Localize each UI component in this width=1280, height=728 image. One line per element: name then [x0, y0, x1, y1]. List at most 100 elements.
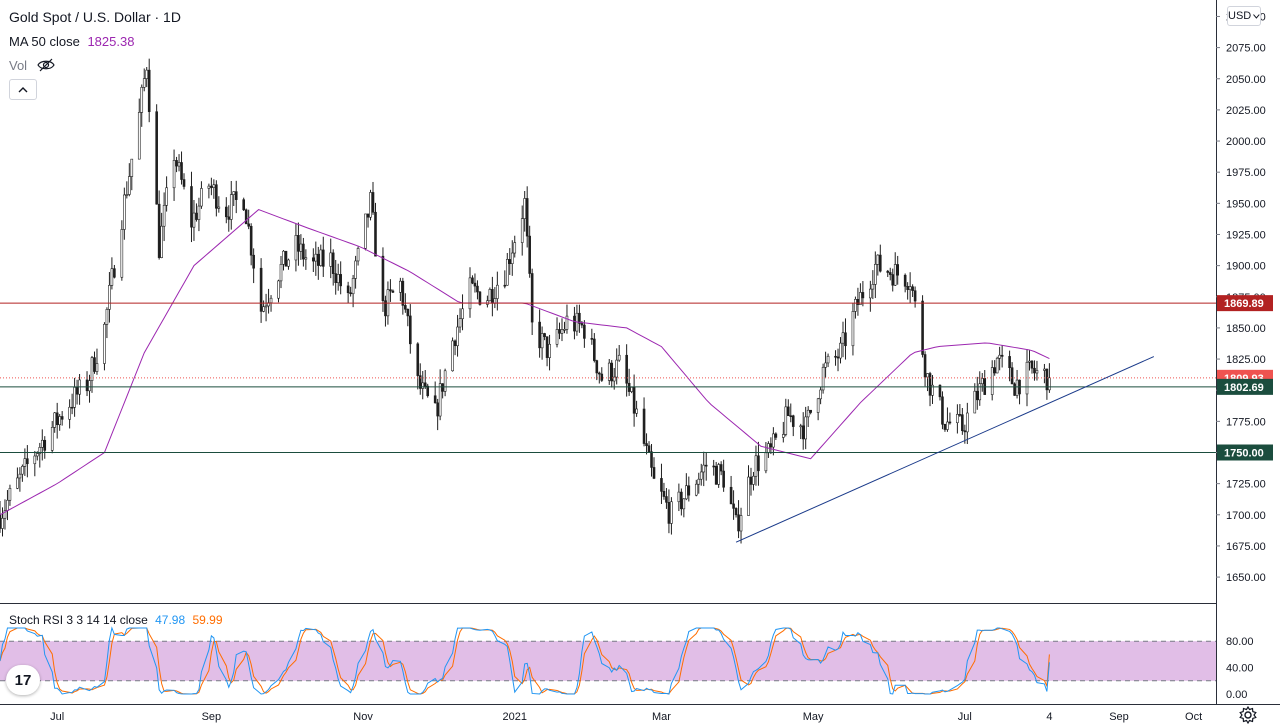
volume-legend[interactable]: Vol	[9, 58, 55, 73]
candle-body	[73, 387, 76, 408]
price-tick-label: 1700.00	[1226, 510, 1266, 522]
currency-select[interactable]: USD	[1227, 6, 1261, 26]
candle-body	[33, 455, 37, 465]
symbol-title[interactable]: Gold Spot / U.S. Dollar · 1D	[9, 9, 181, 25]
price-tick-label: 1825.00	[1226, 354, 1266, 366]
candle-body	[652, 467, 656, 479]
candle-body	[282, 250, 285, 265]
candle-body	[165, 187, 168, 206]
candle-body	[93, 357, 96, 372]
candle-body	[418, 375, 422, 389]
candle-body	[627, 382, 631, 392]
candle-body	[722, 470, 725, 488]
candle-body	[436, 402, 439, 417]
candle-body	[433, 395, 437, 404]
stoch-k-line	[0, 626, 1050, 695]
price-level-tag	[1217, 444, 1273, 461]
stoch-k-value: 47.98	[155, 613, 186, 627]
candle-body	[351, 278, 355, 295]
candle-body	[128, 176, 131, 195]
candle-body	[26, 458, 29, 465]
collapse-legend-button[interactable]	[9, 79, 37, 100]
candle-body	[160, 225, 163, 258]
candle-body	[528, 235, 531, 274]
candle-body	[578, 312, 581, 324]
candle-body	[687, 485, 691, 496]
candle-body	[737, 514, 740, 532]
candle-body	[540, 333, 544, 349]
candle-body	[948, 421, 952, 424]
candle-body	[488, 289, 492, 302]
candle-body	[961, 414, 964, 432]
price-level-label: 1750.00	[1224, 448, 1264, 460]
candle-body	[334, 273, 338, 284]
gear-icon[interactable]	[1238, 705, 1258, 725]
chevron-down-icon	[1253, 13, 1260, 19]
candle-body	[1033, 367, 1036, 374]
candle-body	[819, 389, 822, 400]
candle-body	[757, 455, 760, 472]
candle-body	[926, 373, 929, 378]
candle-body	[600, 373, 604, 381]
ma-value: 1825.38	[87, 34, 135, 49]
candle-body	[299, 243, 303, 252]
candle-body	[157, 203, 161, 258]
candle-body	[473, 282, 477, 287]
candle-body	[941, 396, 944, 425]
candle-body	[513, 242, 517, 254]
tradingview-logo-icon[interactable]: 17	[6, 665, 40, 695]
candle-body	[704, 464, 708, 467]
candle-body	[1010, 367, 1014, 385]
candle-body	[642, 408, 646, 444]
candle-body	[505, 259, 509, 286]
candle-body	[956, 414, 959, 424]
ma-legend[interactable]: MA 50 close 1825.38	[9, 34, 134, 49]
time-tick-label: Jul	[958, 711, 972, 723]
eye-off-icon[interactable]	[37, 58, 55, 72]
candle-body	[162, 204, 166, 227]
candle-body	[458, 318, 462, 328]
candle-body	[90, 357, 94, 381]
candle-body	[207, 185, 211, 189]
candle-body	[580, 323, 584, 326]
candle-body	[784, 406, 788, 435]
candle-body	[316, 253, 320, 266]
candle-body	[714, 465, 718, 485]
candle-body	[177, 162, 181, 167]
candle-body	[182, 179, 186, 187]
candle-body	[426, 385, 430, 397]
candle-body	[443, 370, 447, 392]
candle-body	[876, 254, 880, 265]
candle-body	[590, 338, 594, 340]
candle-body	[319, 249, 323, 266]
candle-body	[140, 87, 144, 113]
ma-label: MA 50 close	[9, 34, 80, 49]
candle-body	[520, 218, 524, 243]
candle-body	[702, 464, 706, 473]
candle-body	[252, 254, 255, 269]
candle-body	[476, 285, 479, 293]
candle-body	[38, 447, 42, 454]
candle-body	[978, 383, 982, 401]
candle-body	[461, 308, 464, 320]
candle-body	[70, 406, 74, 409]
candle-body	[349, 292, 352, 295]
candle-body	[670, 501, 673, 524]
candle-body	[0, 514, 2, 529]
candle-body	[665, 496, 668, 503]
candle-body	[401, 280, 405, 306]
candle-body	[406, 308, 410, 317]
candle-body	[712, 465, 715, 468]
stoch-rsi-legend[interactable]: Stoch RSI 3 3 14 14 close 47.98 59.99	[9, 613, 223, 627]
candle-body	[697, 478, 701, 485]
time-tick-label: Nov	[353, 711, 373, 723]
price-tick-label: 1950.00	[1226, 198, 1266, 210]
candle-body	[264, 305, 268, 308]
candle-body	[88, 380, 91, 392]
candle-body	[244, 209, 248, 225]
candle-body	[374, 211, 377, 257]
candle-body	[190, 186, 193, 228]
candle-body	[453, 340, 457, 347]
candle-body	[224, 206, 228, 218]
